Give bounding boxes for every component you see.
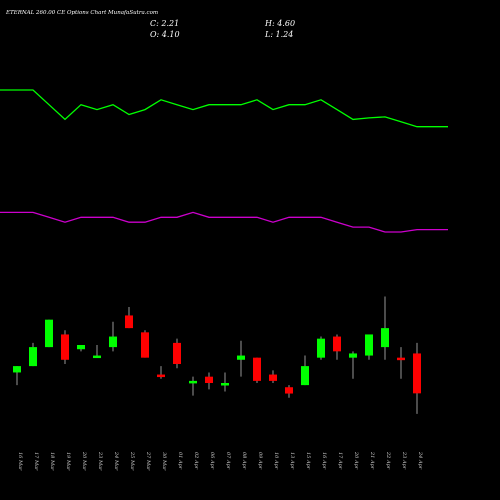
candle bbox=[413, 342, 421, 414]
candle-body bbox=[205, 376, 213, 383]
low-value: L: 1.24 bbox=[264, 30, 293, 39]
candle-body bbox=[317, 338, 325, 358]
candle-body bbox=[173, 342, 181, 364]
candle bbox=[365, 334, 373, 360]
x-tick-label: 27 Mar bbox=[145, 451, 151, 471]
candle bbox=[157, 366, 165, 379]
candle bbox=[205, 372, 213, 390]
x-tick-label: 23 Apr bbox=[401, 451, 407, 470]
x-tick-label: 23 Mar bbox=[97, 451, 103, 471]
candle bbox=[29, 342, 37, 367]
candle bbox=[317, 336, 325, 360]
candle bbox=[253, 357, 261, 383]
x-tick-label: 30 Mar bbox=[161, 452, 167, 471]
candle-body bbox=[221, 383, 229, 386]
candle-body bbox=[253, 357, 261, 381]
x-tick-label: 10 Apr bbox=[273, 452, 279, 470]
candle-body bbox=[333, 336, 341, 352]
chart-title: ETERNAL 260.00 CE Options Chart MunafaSu… bbox=[5, 10, 158, 16]
candle-body bbox=[61, 334, 69, 360]
candle bbox=[285, 385, 293, 398]
x-tick-label: 16 Mar bbox=[17, 452, 23, 471]
x-tick-label: 21 Apr bbox=[369, 451, 375, 470]
candle bbox=[125, 307, 133, 329]
candle bbox=[173, 338, 181, 369]
candle bbox=[189, 376, 197, 396]
upper-indicator-line bbox=[0, 89, 448, 128]
candle-body bbox=[29, 347, 37, 367]
candle bbox=[45, 319, 53, 348]
candle-body bbox=[301, 366, 309, 386]
candle-body bbox=[45, 319, 53, 348]
candles bbox=[13, 296, 421, 414]
x-tick-label: 22 Apr bbox=[385, 451, 391, 470]
candle-body bbox=[141, 332, 149, 358]
candle bbox=[77, 345, 85, 352]
x-tick-label: 16 Apr bbox=[321, 452, 327, 470]
candle bbox=[61, 330, 69, 364]
lower-indicator-line bbox=[0, 211, 448, 233]
x-tick-label: 06 Apr bbox=[209, 452, 215, 470]
indicator-lines bbox=[0, 89, 448, 233]
candle bbox=[349, 351, 357, 379]
open-value: O: 4.10 bbox=[150, 30, 180, 39]
candle bbox=[381, 296, 389, 360]
candle-body bbox=[269, 374, 277, 381]
x-tick-label: 17 Apr bbox=[337, 452, 343, 470]
x-axis: 16 Mar 17 Mar 18 Mar 19 Mar 20 Mar 23 Mar 24 M… bbox=[17, 451, 423, 471]
candle bbox=[333, 334, 341, 360]
candle bbox=[269, 370, 277, 383]
x-tick-label: 24 Mar bbox=[113, 451, 119, 471]
candle bbox=[301, 355, 309, 386]
candle-body bbox=[189, 380, 197, 384]
x-tick-label: 25 Mar bbox=[129, 451, 135, 471]
x-tick-label: 19 Mar bbox=[65, 452, 71, 471]
x-tick-label: 20 Mar bbox=[81, 451, 87, 471]
candle-body bbox=[93, 355, 101, 359]
candle-body bbox=[349, 353, 357, 358]
close-value: C: 2.21 bbox=[150, 19, 179, 28]
candle bbox=[141, 330, 149, 358]
candle bbox=[93, 345, 101, 359]
candle bbox=[221, 372, 229, 392]
x-tick-label: 17 Mar bbox=[33, 452, 39, 471]
x-tick-label: 24 Apr bbox=[417, 451, 423, 470]
x-tick-label: 18 Mar bbox=[49, 452, 55, 471]
candle bbox=[397, 347, 405, 379]
candle-body bbox=[77, 345, 85, 350]
candle-body bbox=[237, 355, 245, 360]
x-tick-label: 01 Apr bbox=[177, 452, 183, 470]
candle-body bbox=[13, 366, 21, 373]
candle bbox=[237, 340, 245, 377]
candle-body bbox=[397, 357, 405, 361]
candle-body bbox=[381, 328, 389, 348]
candle-body bbox=[109, 336, 117, 348]
candle-body bbox=[157, 374, 165, 378]
candle bbox=[13, 366, 21, 386]
candle-body bbox=[285, 387, 293, 394]
candle bbox=[109, 321, 117, 352]
high-value: H: 4.60 bbox=[264, 19, 295, 28]
candle-body bbox=[125, 315, 133, 329]
x-tick-label: 13 Apr bbox=[289, 452, 295, 470]
x-tick-label: 07 Apr bbox=[225, 452, 231, 470]
x-tick-label: 09 Apr bbox=[257, 452, 263, 470]
candle-body bbox=[413, 353, 421, 394]
x-tick-label: 15 Apr bbox=[305, 452, 311, 470]
x-tick-label: 08 Apr bbox=[241, 452, 247, 470]
x-tick-label: 20 Apr bbox=[353, 451, 359, 470]
candle-body bbox=[365, 334, 373, 356]
x-tick-label: 02 Apr bbox=[193, 452, 199, 470]
